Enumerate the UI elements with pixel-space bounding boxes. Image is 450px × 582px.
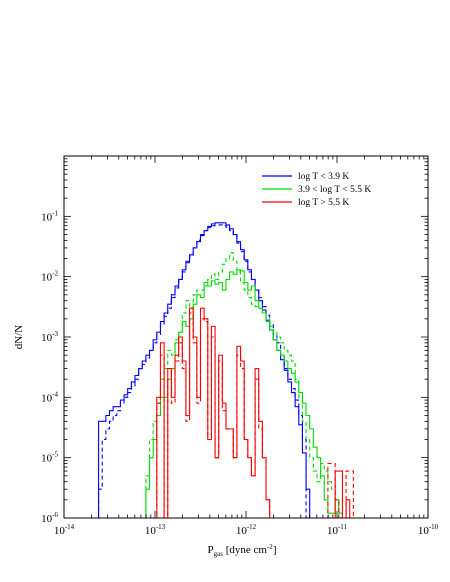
x-axis-title-end: ] [273,544,277,556]
y-tick-label: 10-2 [41,270,58,284]
x-tick-label: 10-12 [236,523,257,537]
legend-label-series-4: log T > 5.5 K [298,198,349,208]
x-axis-title-main: P [208,544,214,556]
legend: log T < 3.9 K 3.9 < log T < 5.5 K log T … [262,172,371,208]
x-axis-title: Pgas [dyne cm-2] [208,543,277,558]
series-3-line [145,252,340,518]
x-axis-title-rest: [dyne cm [223,544,267,556]
legend-label-series-2: 3.9 < log T < 5.5 K [298,185,371,195]
ticks-layer [63,156,428,519]
y-tick-label: 10-3 [41,330,58,344]
series-1-line [98,224,307,518]
x-axis-title-sub: gas [214,550,224,558]
x-tick-label: 10-11 [327,523,348,537]
y-tick-label: 10-1 [41,209,58,223]
x-tick-label: 10-14 [54,523,75,537]
x-tick-labels: 10-14 10-13 10-12 10-11 10-10 [54,523,439,537]
y-tick-label: 10-6 [41,511,58,525]
y-tick-label: 10-4 [41,390,58,404]
x-axis-title-sup: -2 [267,543,273,551]
y-axis-title: dN/N [13,325,25,350]
legend-label-series-0: log T < 3.9 K [298,172,349,182]
x-tick-label: 10-10 [418,523,439,537]
y-tick-label: 10-5 [41,451,58,465]
y-tick-labels: 10-6 10-5 10-4 10-3 10-2 10-1 [41,209,58,525]
x-tick-label: 10-13 [145,523,166,537]
